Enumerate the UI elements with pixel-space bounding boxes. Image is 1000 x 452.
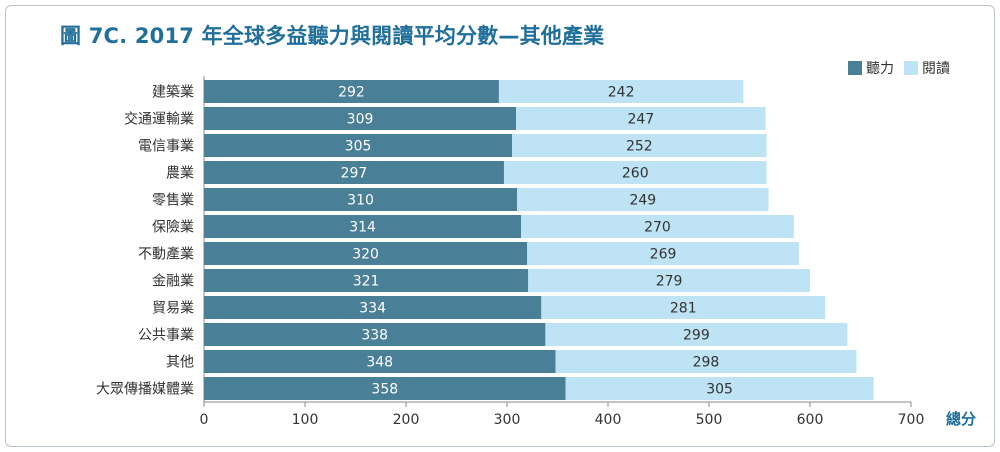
category-label: 建築業: [152, 85, 194, 101]
bar-segment-listening: [204, 134, 513, 157]
category-label: 農業: [166, 166, 194, 182]
chart-title: 圖 7C. 2017 年全球多益聽力與閱讀平均分數—其他產業: [60, 24, 605, 48]
bar-segment-reading: [498, 80, 744, 103]
bar-segment-reading: [512, 134, 767, 157]
bar-segment-reading: [555, 350, 857, 373]
bar-segment-reading: [521, 215, 794, 238]
data-label-listening: 292: [338, 85, 365, 101]
data-label-reading: 252: [626, 139, 653, 155]
legend-item-reading: 閱讀: [904, 58, 950, 78]
data-label-listening: 348: [366, 355, 393, 371]
legend-swatch-reading: [904, 61, 918, 75]
legend-item-listening: 聽力: [848, 58, 894, 78]
data-label-reading: 242: [608, 85, 635, 101]
category-label: 零售業: [152, 193, 194, 209]
chart-legend: 聽力 閱讀: [848, 58, 956, 78]
bar-segment-reading: [528, 269, 810, 292]
category-label: 貿易業: [152, 301, 194, 317]
category-label: 金融業: [152, 274, 194, 290]
data-label-listening: 358: [371, 382, 398, 398]
bar-segment-reading: [503, 161, 767, 184]
data-label-reading: 305: [706, 382, 733, 398]
bar-segment-listening: [204, 107, 517, 130]
data-label-reading: 281: [670, 301, 697, 317]
x-tick-label: 700: [898, 412, 925, 428]
x-tick-label: 300: [494, 412, 521, 428]
category-label: 其他: [166, 355, 194, 371]
x-axis-label: 總分: [946, 410, 976, 428]
data-label-reading: 299: [683, 328, 710, 344]
bar-segment-listening: [204, 80, 499, 103]
bar-segment-reading: [565, 377, 874, 400]
data-label-reading: 279: [656, 274, 683, 290]
category-label: 電信事業: [138, 139, 194, 155]
data-label-listening: 314: [349, 220, 376, 236]
data-label-listening: 305: [345, 139, 372, 155]
data-label-reading: 298: [693, 355, 720, 371]
x-tick-label: 500: [696, 412, 723, 428]
data-label-reading: 249: [629, 193, 656, 209]
legend-swatch-listening: [848, 61, 862, 75]
legend-label-reading: 閱讀: [922, 61, 950, 77]
bar-segment-listening: [204, 269, 529, 292]
bar-segment-listening: [204, 377, 566, 400]
data-label-reading: 269: [650, 247, 677, 263]
bar-segment-reading: [516, 107, 766, 130]
legend-label-listening: 聽力: [866, 61, 894, 77]
x-tick-label: 0: [200, 412, 209, 428]
data-label-listening: 321: [353, 274, 380, 290]
bar-segment-reading: [517, 188, 769, 211]
bar-segment-reading: [545, 323, 848, 346]
data-label-listening: 320: [352, 247, 379, 263]
data-label-reading: 247: [627, 112, 654, 128]
bar-segment-listening: [204, 188, 518, 211]
x-tick-label: 200: [393, 412, 420, 428]
category-label: 公共事業: [138, 328, 194, 344]
bar-segment-reading: [541, 296, 826, 319]
category-label: 保險業: [152, 220, 194, 236]
data-label-listening: 334: [359, 301, 386, 317]
bar-segment-listening: [204, 161, 504, 184]
data-label-listening: 310: [347, 193, 374, 209]
bar-segment-reading: [527, 242, 799, 265]
bar-segment-listening: [204, 242, 528, 265]
x-tick-label: 400: [595, 412, 622, 428]
bar-segment-listening: [204, 296, 542, 319]
data-label-listening: 309: [347, 112, 374, 128]
bar-segment-listening: [204, 350, 556, 373]
data-label-reading: 260: [622, 166, 649, 182]
data-label-listening: 297: [341, 166, 368, 182]
category-label: 交通運輸業: [124, 111, 194, 128]
x-tick-label: 100: [292, 412, 319, 428]
category-label: 不動產業: [138, 246, 194, 263]
data-label-listening: 338: [361, 328, 388, 344]
bar-segment-listening: [204, 323, 546, 346]
category-label: 大眾傳播媒體業: [96, 382, 194, 398]
x-tick-label: 600: [797, 412, 824, 428]
bar-segment-listening: [204, 215, 522, 238]
data-label-reading: 270: [644, 220, 671, 236]
